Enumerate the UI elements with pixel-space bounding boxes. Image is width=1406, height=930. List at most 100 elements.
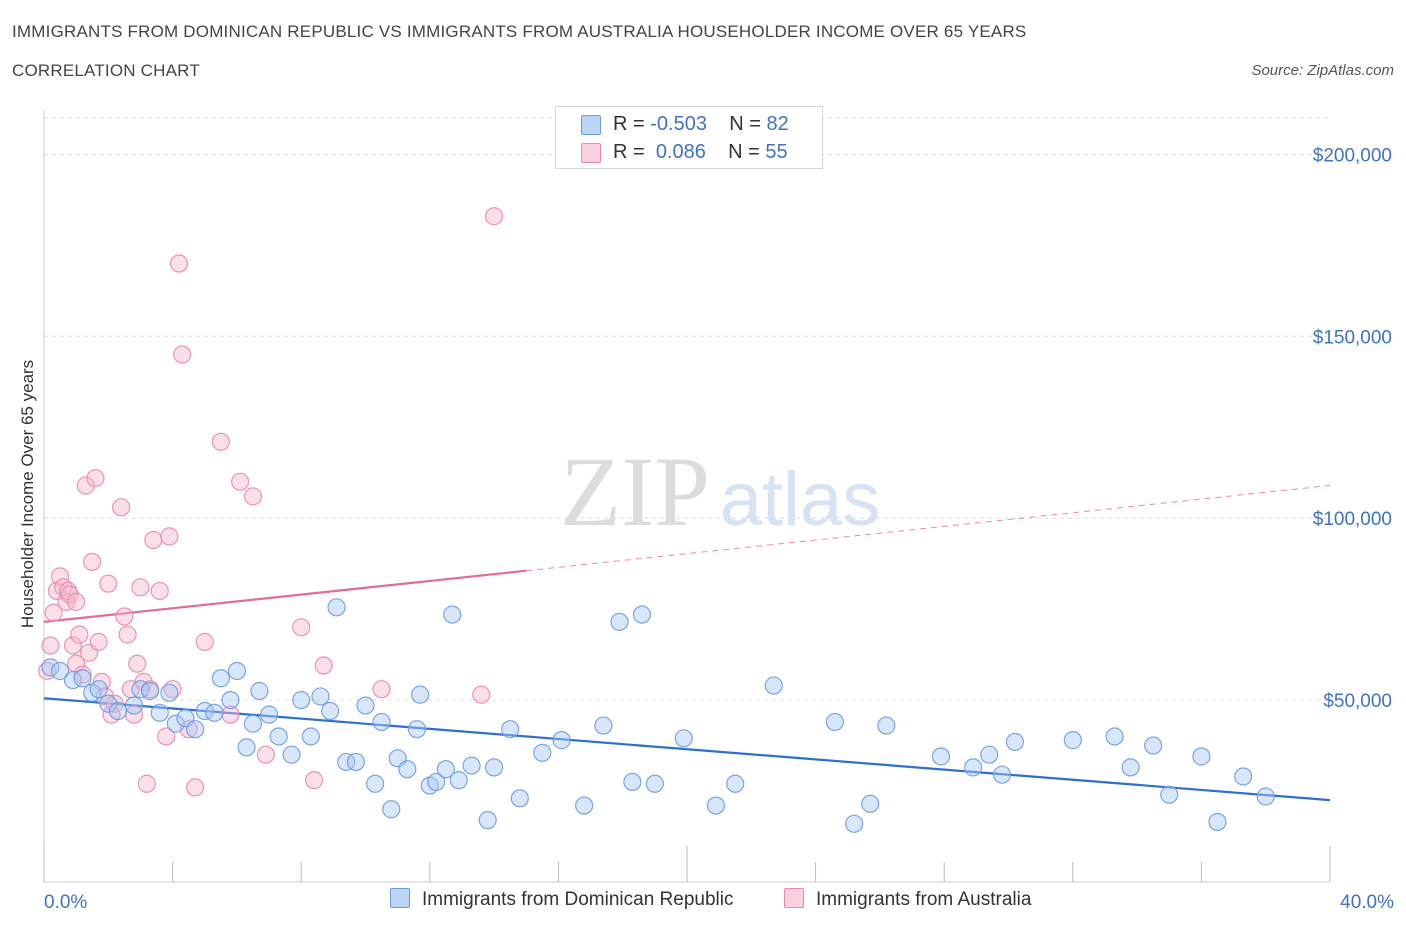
point-dominican-republic (89, 680, 108, 699)
point-dominican-republic (1234, 767, 1253, 786)
trend-lines (43, 484, 1331, 802)
point-australia (314, 656, 333, 675)
point-dominican-republic (706, 796, 726, 815)
point-dominican-republic (436, 760, 455, 779)
legend-label: Immigrants from Dominican Republic (422, 889, 734, 910)
legend-item-dominican-republic: Immigrants from Dominican Republic (390, 888, 734, 911)
r-value: -0.503 (650, 113, 707, 135)
stats-legend: R = -0.503 N = 82 R = 0.086 N = 55 (555, 106, 823, 169)
r-value: 0.086 (655, 141, 706, 163)
point-dominican-republic (237, 738, 256, 757)
point-australia (83, 552, 102, 571)
point-australia (128, 654, 147, 673)
point-dominican-republic (645, 774, 664, 793)
point-australia (131, 578, 150, 597)
point-dominican-republic (575, 796, 594, 815)
pink-swatch (784, 888, 804, 908)
point-australia (160, 527, 179, 546)
point-dominican-republic (1208, 812, 1227, 832)
point-dominican-republic (407, 720, 427, 739)
y-tick-label: $50,000 (1323, 691, 1392, 712)
point-dominican-republic (124, 696, 144, 715)
point-dominican-republic (510, 789, 529, 808)
point-dominican-republic (443, 605, 462, 624)
point-dominican-republic (186, 720, 205, 739)
grid-lines (44, 117, 1330, 701)
n-label: N = (728, 141, 766, 163)
x-tick-label: 40.0% (1340, 892, 1394, 913)
point-australia (243, 487, 263, 506)
point-australia (472, 685, 491, 704)
point-australia (144, 530, 163, 550)
r-label: R = (613, 113, 651, 135)
point-dominican-republic (764, 676, 783, 695)
point-dominican-republic (485, 758, 504, 777)
point-australia (118, 625, 137, 644)
point-dominican-republic (50, 661, 70, 681)
point-dominican-republic (623, 772, 642, 792)
point-dominican-republic (1121, 758, 1140, 777)
point-australia (112, 498, 131, 517)
point-dominican-republic (980, 745, 999, 764)
point-dominican-republic (227, 661, 246, 681)
point-dominican-republic (1005, 732, 1025, 752)
point-dominican-republic (1160, 785, 1179, 804)
point-dominican-republic (205, 703, 224, 722)
point-australia (221, 705, 240, 724)
point-dominican-republic (1105, 727, 1124, 746)
point-australia (50, 567, 70, 586)
point-australia (231, 472, 250, 491)
y-tick-label: $100,000 (1313, 509, 1392, 530)
point-dominican-republic (346, 752, 365, 772)
point-dominican-republic (427, 772, 446, 792)
point-dominican-republic (243, 714, 263, 733)
x-tick-label: 0.0% (44, 892, 87, 913)
point-dominican-republic (108, 701, 128, 721)
point-dominican-republic (372, 712, 391, 732)
point-australia (372, 680, 391, 699)
blue-swatch (581, 115, 601, 135)
point-dominican-republic (610, 612, 629, 631)
point-dominican-republic (321, 701, 340, 721)
y-tick-label: $150,000 (1313, 327, 1392, 348)
point-dominican-republic (41, 658, 60, 677)
point-australia (44, 603, 63, 622)
watermark: ZIP atlas (560, 436, 880, 547)
point-australia (292, 618, 311, 637)
y-tick-labels: $50,000 $100,000 $150,000 $200,000 (1313, 145, 1392, 712)
point-dominican-republic (1144, 736, 1163, 755)
point-dominican-republic (726, 774, 745, 793)
point-dominican-republic (449, 771, 468, 790)
point-dominican-republic (674, 729, 693, 748)
point-dominican-republic (1256, 787, 1275, 806)
point-dominican-republic (501, 720, 520, 739)
watermark-zip: ZIP (560, 436, 710, 547)
point-dominican-republic (1192, 747, 1211, 766)
point-dominican-republic (337, 752, 356, 772)
chart-title: IMMIGRANTS FROM DOMINICAN REPUBLIC VS IM… (12, 22, 1027, 41)
point-australia (211, 432, 230, 451)
point-dominican-republic (301, 727, 320, 746)
point-dominican-republic (411, 685, 430, 704)
point-australia (304, 771, 324, 790)
point-dominican-republic (478, 811, 497, 830)
axes (43, 110, 1331, 883)
point-australia (99, 574, 118, 593)
trend-line-australia-extension (526, 484, 1331, 572)
point-australia (67, 592, 86, 611)
point-australia (150, 581, 169, 601)
point-australia (115, 607, 134, 626)
point-dominican-republic (150, 703, 169, 722)
point-dominican-republic (552, 731, 571, 750)
point-dominican-republic (1063, 731, 1082, 750)
point-dominican-republic (292, 690, 311, 710)
point-australia (195, 632, 214, 651)
point-dominican-republic (462, 756, 481, 775)
point-dominican-republic (366, 774, 385, 793)
point-australia (256, 745, 275, 764)
point-australia (60, 585, 79, 604)
pink-swatch (581, 143, 601, 163)
point-dominican-republic (327, 598, 346, 617)
x-tick-labels: 0.0% 40.0% (44, 892, 1394, 913)
